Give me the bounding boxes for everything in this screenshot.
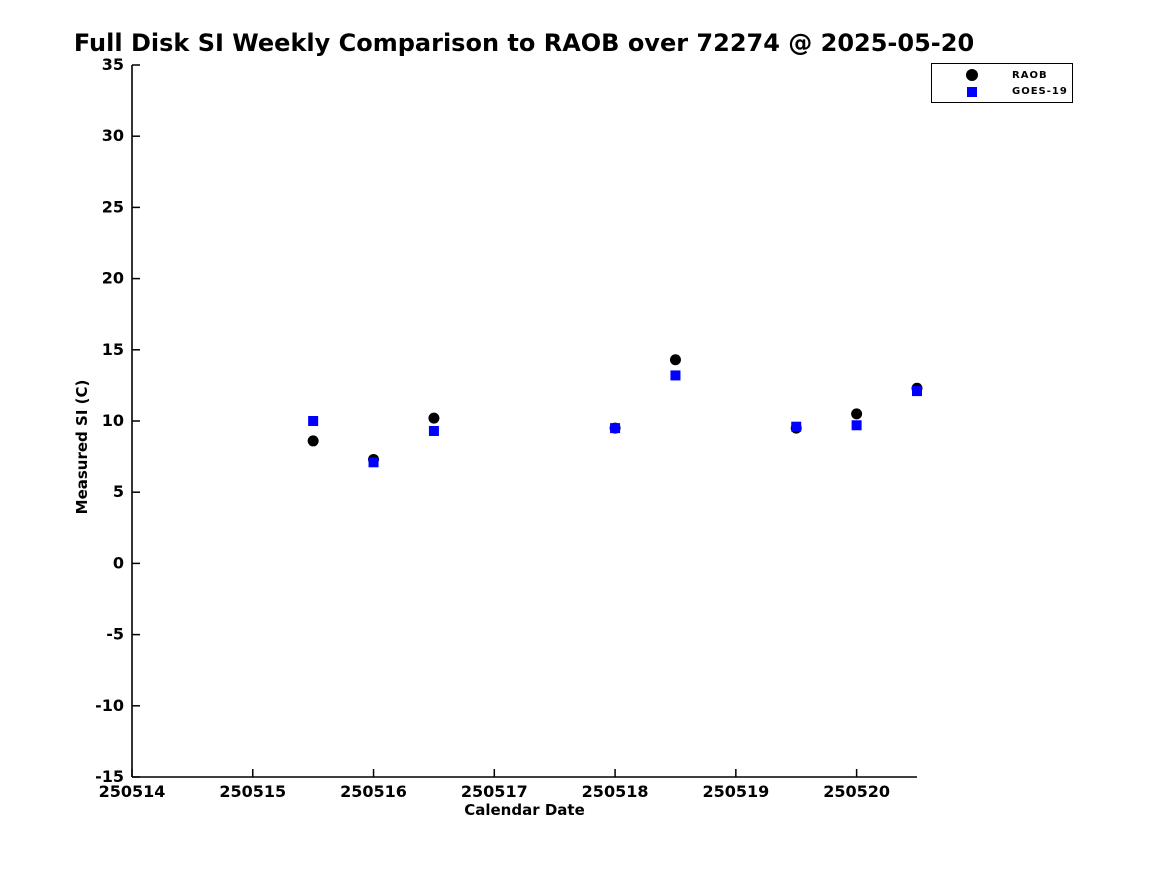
y-tick-label: -10 <box>95 696 124 715</box>
goes-19-point <box>428 425 439 436</box>
goes-19-point <box>670 370 681 381</box>
legend-label-raob: RAOB <box>1012 69 1048 81</box>
y-tick-label: 0 <box>113 553 124 572</box>
goes-19-point <box>791 421 802 432</box>
raob-point <box>851 408 863 420</box>
y-tick-label: -15 <box>95 767 124 786</box>
x-tick-label: 250518 <box>582 782 649 801</box>
legend-entry-raob: RAOB <box>932 69 1072 81</box>
goes-19-point <box>610 423 621 434</box>
x-tick-label: 250519 <box>702 782 769 801</box>
y-tick-label: 25 <box>102 197 124 216</box>
raob-point <box>307 435 319 447</box>
chart-title: Full Disk SI Weekly Comparison to RAOB o… <box>73 29 975 57</box>
goes-19-point <box>912 386 922 397</box>
y-tick-label: 15 <box>102 340 124 359</box>
goes-19-point <box>368 457 379 468</box>
legend-label-goes19: GOES-19 <box>1012 86 1068 97</box>
x-tick-label: 250514 <box>99 782 166 801</box>
y-tick-label: 20 <box>102 269 124 288</box>
goes19-square-icon <box>967 86 977 97</box>
x-tick-label: 250515 <box>219 782 286 801</box>
y-tick-label: -5 <box>106 625 124 644</box>
legend-entry-goes19: GOES-19 <box>932 86 1072 97</box>
legend: RAOB GOES-19 <box>931 63 1073 103</box>
y-tick-label: 10 <box>102 411 124 430</box>
x-tick-label: 250517 <box>461 782 528 801</box>
x-axis-label: Calendar Date <box>464 801 585 819</box>
y-tick-label: 30 <box>102 126 124 145</box>
raob-circle-icon <box>966 69 978 81</box>
raob-point <box>669 354 681 366</box>
x-tick-label: 250516 <box>340 782 407 801</box>
x-tick-label: 250520 <box>823 782 890 801</box>
y-axis-label: Measured SI (C) <box>73 379 91 515</box>
y-tick-label: 35 <box>102 55 124 74</box>
goes-19-point <box>308 416 319 426</box>
raob-point <box>428 412 440 424</box>
goes-19-point <box>851 420 862 431</box>
y-tick-label: 5 <box>113 482 124 501</box>
